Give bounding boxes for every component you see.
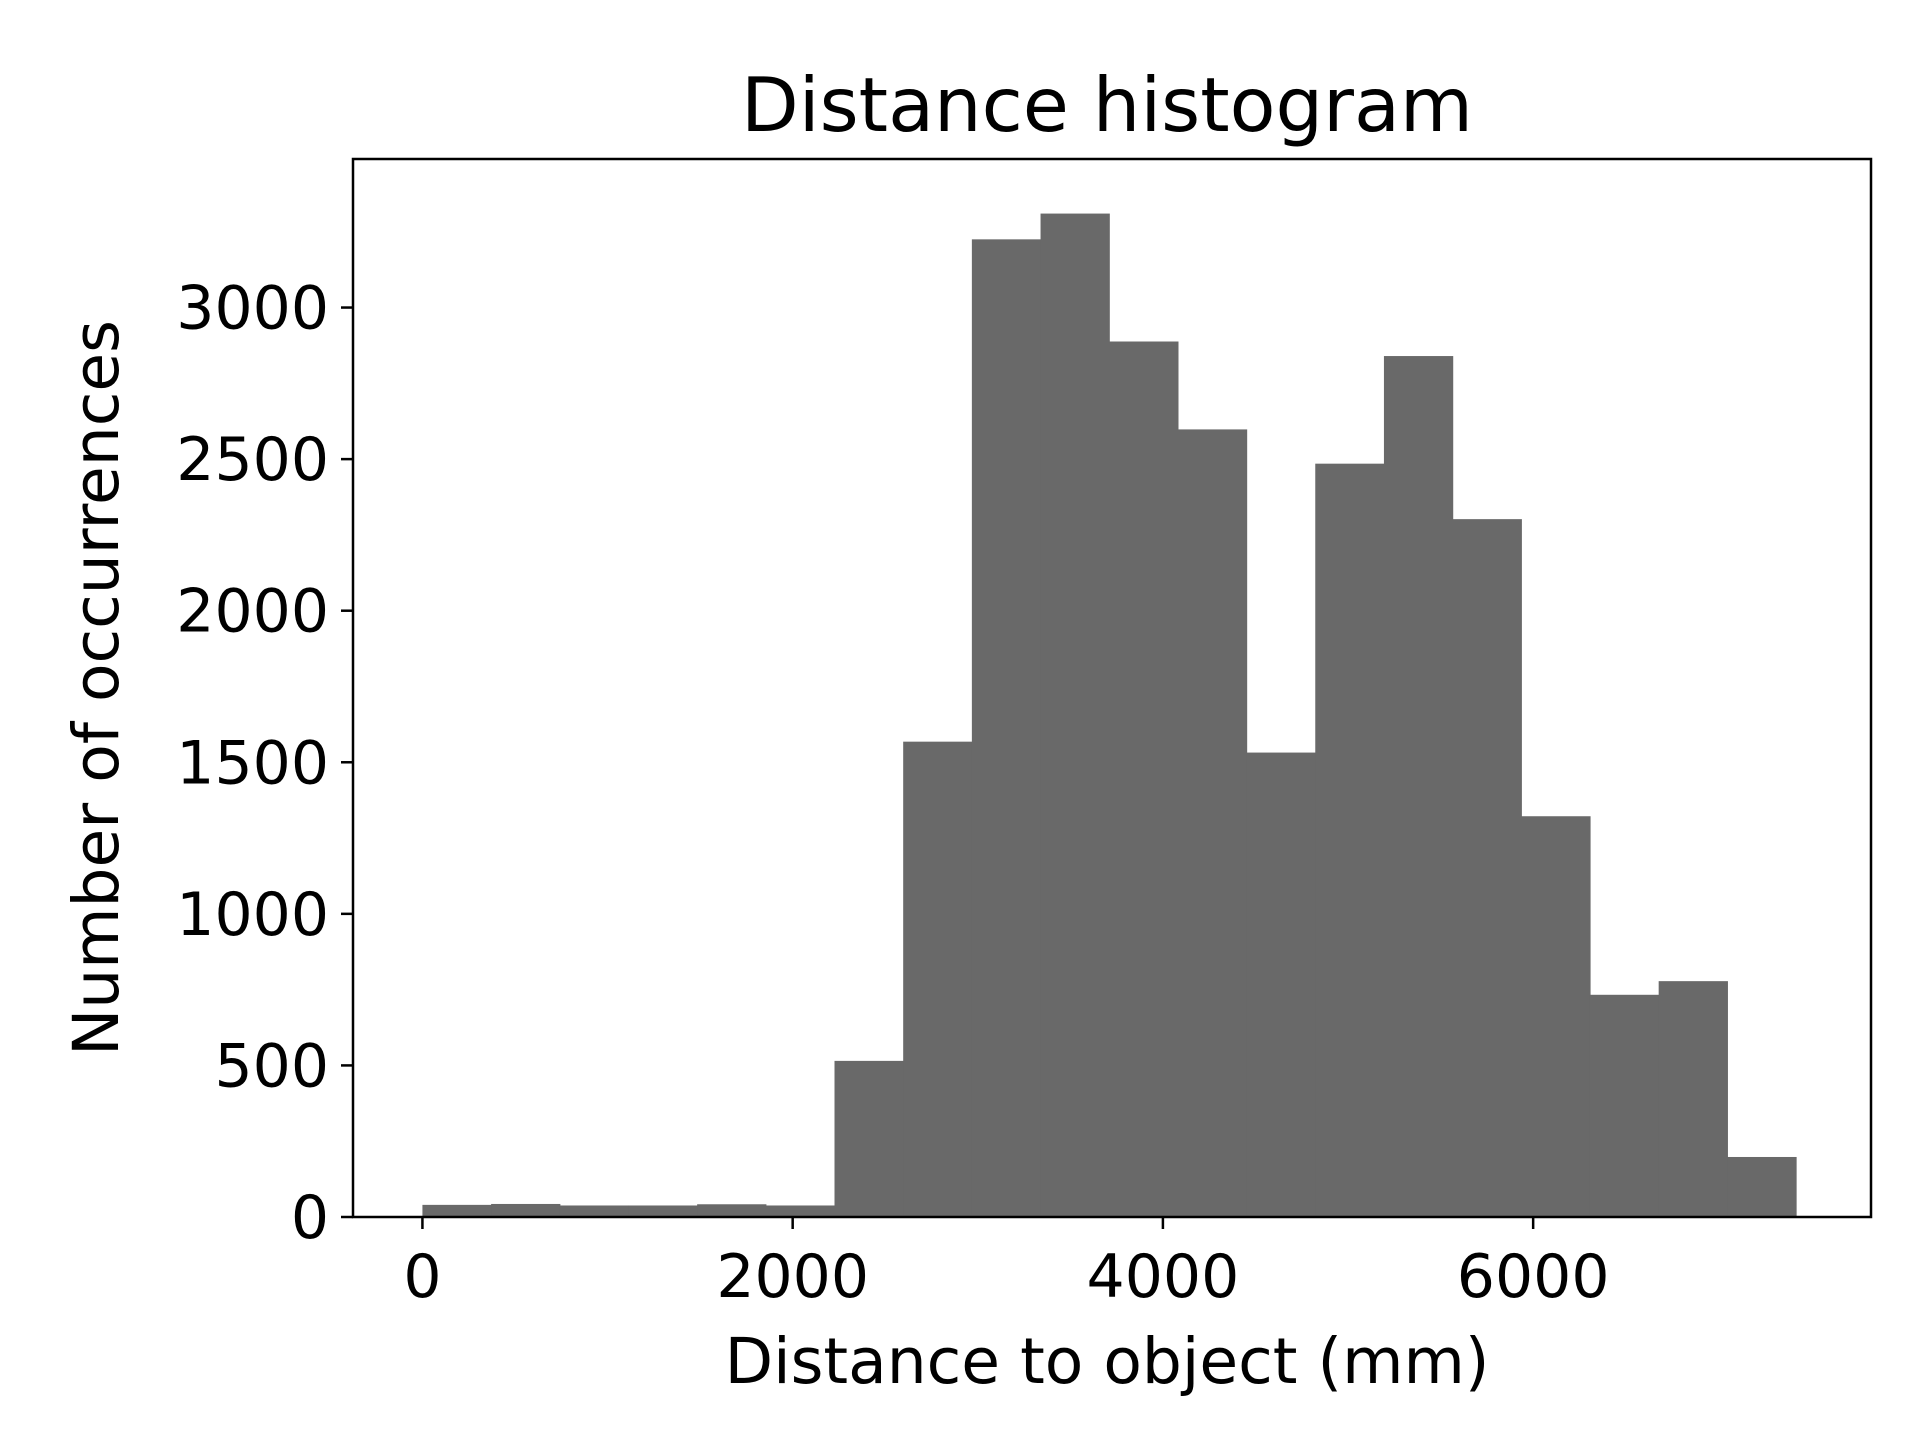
histogram-bar (697, 1204, 767, 1217)
x-tick-label: 6000 (1457, 1242, 1610, 1312)
histogram-bar (1521, 816, 1591, 1217)
bars-group (422, 213, 1797, 1218)
x-tick-label: 0 (403, 1242, 441, 1312)
y-tick-label: 2500 (176, 425, 329, 495)
histogram-bar (422, 1204, 492, 1217)
histogram-bar (971, 239, 1042, 1218)
histogram-bar (559, 1205, 630, 1217)
y-tick-label: 1000 (176, 880, 329, 950)
histogram-bar (1040, 213, 1110, 1217)
histogram-bar (1589, 994, 1660, 1217)
plot-frame (351, 157, 1873, 1219)
y-tick-label: 2000 (176, 577, 329, 647)
x-tick-label: 2000 (716, 1242, 869, 1312)
x-axis-label: Distance to object (mm) (725, 1325, 1490, 1398)
y-tick-label: 1500 (176, 728, 329, 798)
histogram-bar (1315, 463, 1385, 1217)
y-tick-label: 500 (214, 1031, 329, 1101)
y-axis-ticks: 0 500 1000 1500 2000 2500 3000 (176, 274, 353, 1253)
y-axis-label: Number of occurrences (60, 320, 133, 1056)
histogram-bar (1246, 752, 1316, 1217)
histogram-bar (1383, 356, 1454, 1217)
histogram-bar (1109, 341, 1179, 1217)
chart-title: Distance histogram (741, 61, 1473, 149)
histogram-bar (903, 741, 973, 1217)
histogram-bar (1452, 519, 1522, 1217)
histogram-bar (834, 1060, 904, 1217)
histogram-bar (765, 1205, 836, 1217)
x-axis-ticks: 0 2000 4000 6000 (403, 1217, 1610, 1312)
histogram-bar (628, 1205, 698, 1217)
x-tick-label: 4000 (1087, 1242, 1240, 1312)
histogram-bar (491, 1203, 561, 1217)
histogram-bar (1727, 1156, 1797, 1217)
histogram-bar (1177, 429, 1248, 1217)
y-tick-label: 0 (291, 1183, 329, 1253)
y-tick-label: 3000 (176, 274, 329, 344)
histogram-bar (1658, 981, 1728, 1217)
